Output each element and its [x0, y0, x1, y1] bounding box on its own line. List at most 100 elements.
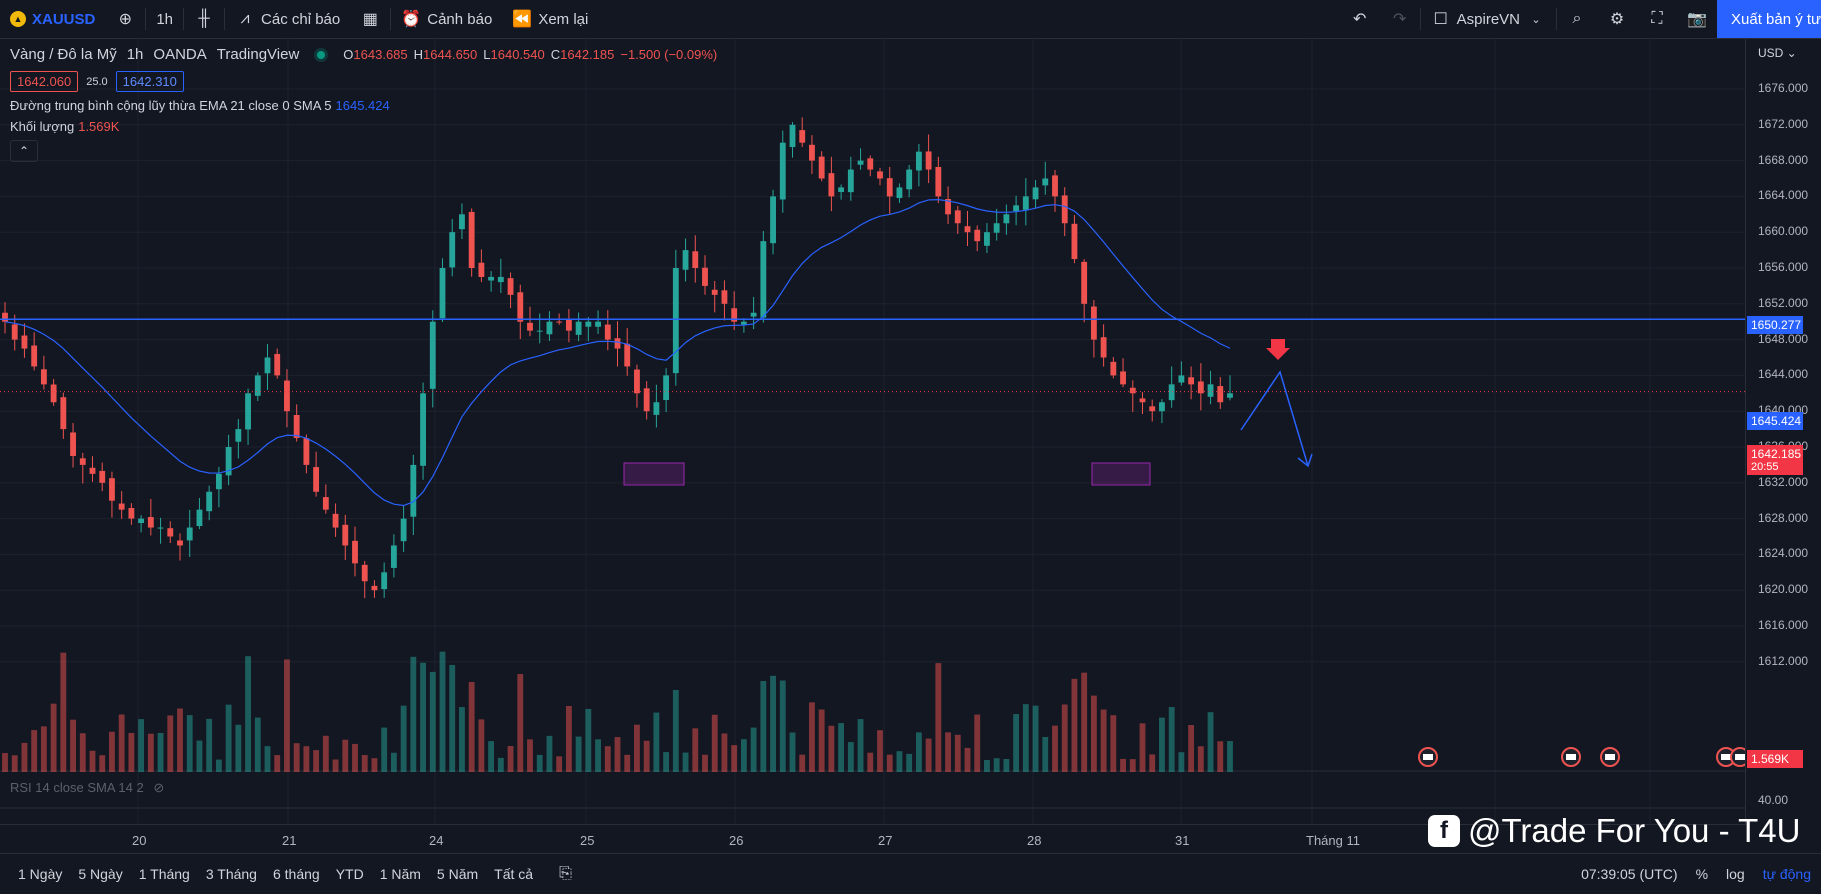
- volume-bar: [1217, 741, 1224, 772]
- snapshot-button[interactable]: 📷: [1677, 0, 1717, 38]
- rsi-tick-label: 40.00: [1758, 793, 1789, 807]
- settings-button[interactable]: ⚙: [1597, 0, 1637, 38]
- buy-price-box[interactable]: 1642.310: [115, 71, 184, 92]
- templates-button[interactable]: ▦: [350, 0, 390, 38]
- collapse-legend-button[interactable]: ⌃: [10, 140, 38, 162]
- top-toolbar: ▲ XAUUSD ⊕ 1h ╫ ⩘ Các chỉ báo ▦ ⏰ Cảnh b…: [0, 0, 1821, 39]
- volume-bar: [740, 739, 747, 772]
- date-range-icon[interactable]: ⎘: [559, 865, 572, 882]
- alerts-button[interactable]: ⏰ Cảnh báo: [391, 0, 502, 38]
- volume-legend[interactable]: Khối lượng 1.569K: [10, 119, 717, 134]
- volume-bar: [886, 754, 893, 772]
- redo-button[interactable]: ↷: [1380, 0, 1420, 38]
- range-button[interactable]: 1 Ngày: [18, 866, 63, 882]
- volume-bar: [692, 728, 699, 772]
- volume-bar: [711, 714, 718, 772]
- log-toggle[interactable]: log: [1726, 866, 1745, 882]
- volume-bar: [11, 755, 18, 772]
- indicators-button[interactable]: ⩘ Các chỉ báo: [225, 0, 350, 38]
- candles-icon: ╫: [198, 10, 210, 27]
- symbol-title[interactable]: Vàng / Đô la Mỹ: [10, 46, 117, 63]
- price-axis[interactable]: USD ⌄ 1676.000 1672.000 1668.000 1664.000 16…: [1745, 38, 1821, 825]
- candle-body: [565, 319, 572, 331]
- range-button[interactable]: Tất cả: [494, 866, 534, 882]
- rsi-legend[interactable]: RSI 14 close SMA 14 2 ⊘: [10, 780, 164, 796]
- undo-button[interactable]: ↶: [1340, 0, 1380, 38]
- volume-bar: [575, 736, 582, 772]
- candle-body: [1178, 375, 1185, 383]
- range-button[interactable]: 5 Ngày: [78, 866, 123, 882]
- chart-type-button[interactable]: ╫: [184, 0, 224, 38]
- candle-body: [1013, 205, 1020, 212]
- ema-price-tag: 1645.424: [1747, 412, 1803, 430]
- compare-button[interactable]: ⊕: [105, 0, 145, 38]
- open-value: 1643.685: [353, 47, 408, 62]
- volume-bar: [31, 730, 38, 772]
- candle-body: [196, 509, 203, 527]
- range-button[interactable]: 1 Tháng: [138, 866, 190, 882]
- separator: [145, 8, 147, 30]
- volume-bar: [1061, 704, 1068, 772]
- volume-bar: [585, 708, 592, 772]
- range-button[interactable]: 1 Năm: [379, 866, 421, 882]
- volume-bar: [1197, 746, 1204, 772]
- volume-bar: [1081, 672, 1088, 772]
- candle-body: [70, 432, 76, 456]
- percent-toggle[interactable]: %: [1695, 866, 1709, 882]
- chart-canvas[interactable]: [0, 38, 1750, 824]
- candle-body: [79, 458, 86, 465]
- candle-body: [400, 518, 407, 542]
- candle-body: [2, 312, 8, 322]
- range-button[interactable]: 3 Tháng: [205, 866, 257, 882]
- volume-bar: [303, 746, 310, 772]
- volume-bar: [1110, 715, 1117, 772]
- us-event-flag-icon: [1566, 754, 1576, 760]
- search-button[interactable]: ⌕: [1557, 0, 1597, 38]
- volume-bar: [1207, 712, 1214, 772]
- symbol-search[interactable]: ▲ XAUUSD: [0, 0, 105, 38]
- candle-body: [410, 464, 417, 517]
- us-event-flag-icon: [1735, 754, 1745, 760]
- close-key: C: [550, 47, 561, 62]
- candle-body: [21, 335, 28, 349]
- interval-label: 1h: [156, 10, 174, 28]
- range-button[interactable]: 6 tháng: [272, 866, 320, 882]
- layout-button[interactable]: ☐ AspireVN ⌄: [1421, 0, 1556, 38]
- chart-legend: Vàng / Đô la Mỹ 1h OANDA TradingView O16…: [10, 46, 717, 162]
- volume-bar: [770, 675, 776, 772]
- separator: [224, 8, 226, 30]
- time-tick-label: 26: [729, 833, 744, 848]
- range-button[interactable]: YTD: [335, 866, 364, 882]
- currency-label[interactable]: USD ⌄: [1758, 46, 1797, 60]
- price-chart[interactable]: [0, 38, 1750, 824]
- volume-bar: [974, 714, 981, 772]
- volume-bar: [468, 681, 475, 772]
- replay-button[interactable]: ⏪ Xem lại: [502, 0, 598, 38]
- volume-bar: [488, 741, 495, 772]
- utc-clock[interactable]: 07:39:05 (UTC): [1581, 866, 1678, 882]
- fullscreen-button[interactable]: ⛶: [1637, 0, 1677, 38]
- volume-bar: [1032, 705, 1039, 772]
- time-axis[interactable]: 20 21 24 25 26 27 28 31 Tháng 11: [0, 824, 1745, 853]
- ema-name: Đường trung bình cộng lũy thừa EMA 21 cl…: [10, 98, 332, 113]
- candle-body: [857, 160, 864, 165]
- candle-body: [1197, 381, 1204, 394]
- candle-body: [828, 173, 835, 197]
- candle-body: [186, 527, 193, 541]
- volume-bar: [313, 750, 320, 772]
- candle-body: [459, 214, 465, 230]
- auto-scale-toggle[interactable]: tự động: [1762, 866, 1811, 882]
- publish-idea-button[interactable]: Xuất bản ý tưởng: [1717, 0, 1821, 38]
- candle-body: [497, 276, 504, 283]
- sell-price-box[interactable]: 1642.060: [10, 71, 79, 92]
- volume-bar: [624, 754, 631, 772]
- ema-indicator-legend[interactable]: Đường trung bình cộng lũy thừa EMA 21 cl…: [10, 98, 717, 113]
- spread-value: 25.0: [86, 75, 108, 88]
- watermark-text: @Trade For You - T4U: [1468, 812, 1801, 849]
- candle-body: [527, 322, 533, 331]
- interval-button[interactable]: 1h: [146, 0, 183, 38]
- candle-body: [624, 343, 631, 367]
- range-button[interactable]: 5 Năm: [436, 866, 479, 882]
- eye-off-icon[interactable]: ⊘: [153, 780, 165, 795]
- ema-value: 1645.424: [335, 98, 390, 113]
